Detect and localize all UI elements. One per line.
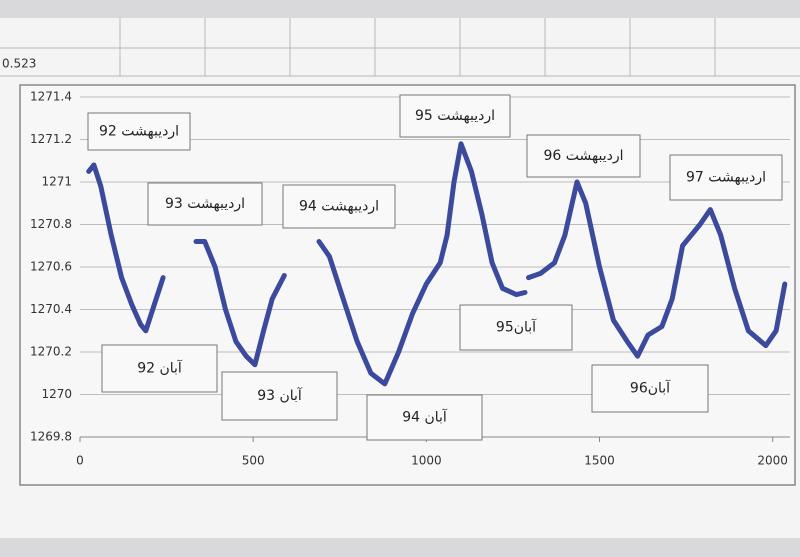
- annotation-box: [147, 182, 263, 226]
- annotation-box: [526, 134, 641, 178]
- x-tick-label: 1500: [584, 454, 615, 468]
- annotation-box: [221, 371, 338, 421]
- y-tick-label: 1270.8: [30, 217, 72, 231]
- annotation-box: [87, 112, 191, 151]
- annotation: آبان95: [496, 319, 537, 336]
- x-tick-label: 0: [76, 454, 84, 468]
- annotation-box: [282, 184, 396, 229]
- x-tick-label: 1000: [411, 454, 442, 468]
- annotation-box: [399, 94, 511, 138]
- annotation: آبان 93: [257, 387, 303, 404]
- annotation-box: [459, 304, 573, 351]
- annotation-box: [366, 394, 483, 441]
- y-tick-label: 1271.2: [30, 132, 72, 146]
- x-tick-label: 2000: [757, 454, 788, 468]
- y-tick-label: 1271.4: [30, 90, 72, 104]
- annotation: آبان 92: [137, 360, 183, 377]
- annotation: اردیبهشت 92: [99, 124, 179, 140]
- annotation-box: [591, 364, 709, 413]
- annotation: اردیبهشت 97: [686, 170, 766, 186]
- annotation: اردیبهشت 96: [544, 148, 624, 164]
- y-tick-label: 1271: [41, 175, 72, 189]
- annotation: آبان 94: [402, 409, 448, 426]
- annotation: آبان96: [630, 380, 671, 397]
- cell-text: 0.523: [2, 57, 36, 71]
- y-tick-label: 1269.8: [30, 430, 72, 444]
- y-tick-label: 1270: [41, 387, 72, 401]
- y-tick-label: 1270.4: [30, 302, 72, 316]
- y-tick-label: 1270.2: [30, 345, 72, 359]
- annotation-box: [101, 344, 218, 393]
- annotation-box: [669, 154, 783, 201]
- data-line: [86, 141, 788, 387]
- sheet-grid: [0, 18, 800, 77]
- annotation: اردیبهشت 94: [299, 199, 379, 215]
- x-tick-label: 500: [242, 454, 265, 468]
- annotation: اردیبهشت 95: [415, 108, 495, 124]
- y-tick-label: 1270.6: [30, 260, 72, 274]
- annotation: اردیبهشت 93: [165, 196, 245, 212]
